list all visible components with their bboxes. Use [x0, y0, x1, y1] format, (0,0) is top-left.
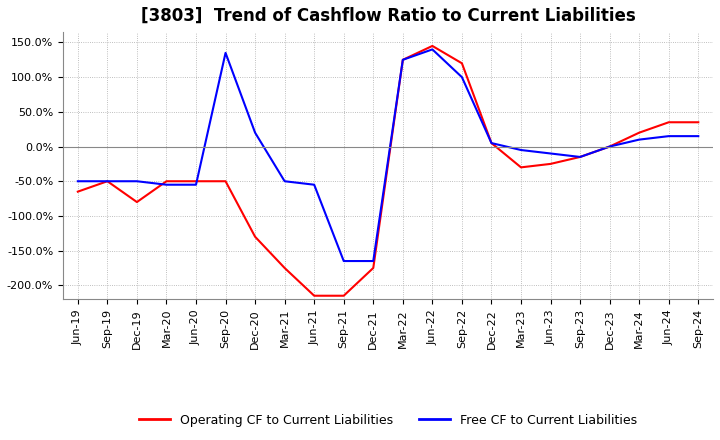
Free CF to Current Liabilities	[694, 133, 703, 139]
Operating CF to Current Liabilities	[487, 140, 496, 146]
Free CF to Current Liabilities	[606, 144, 614, 149]
Free CF to Current Liabilities	[398, 57, 407, 62]
Operating CF to Current Liabilities	[132, 199, 141, 205]
Free CF to Current Liabilities	[132, 179, 141, 184]
Operating CF to Current Liabilities	[606, 144, 614, 149]
Operating CF to Current Liabilities	[517, 165, 526, 170]
Free CF to Current Liabilities	[576, 154, 585, 160]
Free CF to Current Liabilities	[310, 182, 318, 187]
Free CF to Current Liabilities	[251, 130, 259, 136]
Operating CF to Current Liabilities	[694, 120, 703, 125]
Operating CF to Current Liabilities	[665, 120, 673, 125]
Operating CF to Current Liabilities	[428, 43, 437, 48]
Operating CF to Current Liabilities	[369, 265, 377, 271]
Free CF to Current Liabilities	[458, 74, 467, 80]
Operating CF to Current Liabilities	[73, 189, 82, 194]
Free CF to Current Liabilities	[73, 179, 82, 184]
Line: Free CF to Current Liabilities: Free CF to Current Liabilities	[78, 49, 698, 261]
Free CF to Current Liabilities	[221, 50, 230, 55]
Free CF to Current Liabilities	[192, 182, 200, 187]
Free CF to Current Liabilities	[369, 258, 377, 264]
Legend: Operating CF to Current Liabilities, Free CF to Current Liabilities: Operating CF to Current Liabilities, Fre…	[134, 409, 642, 432]
Free CF to Current Liabilities	[339, 258, 348, 264]
Operating CF to Current Liabilities	[192, 179, 200, 184]
Free CF to Current Liabilities	[103, 179, 112, 184]
Operating CF to Current Liabilities	[280, 265, 289, 271]
Operating CF to Current Liabilities	[398, 57, 407, 62]
Free CF to Current Liabilities	[280, 179, 289, 184]
Title: [3803]  Trend of Cashflow Ratio to Current Liabilities: [3803] Trend of Cashflow Ratio to Curren…	[140, 7, 636, 25]
Operating CF to Current Liabilities	[162, 179, 171, 184]
Operating CF to Current Liabilities	[576, 154, 585, 160]
Free CF to Current Liabilities	[428, 47, 437, 52]
Line: Operating CF to Current Liabilities: Operating CF to Current Liabilities	[78, 46, 698, 296]
Operating CF to Current Liabilities	[458, 61, 467, 66]
Free CF to Current Liabilities	[546, 151, 555, 156]
Operating CF to Current Liabilities	[339, 293, 348, 298]
Free CF to Current Liabilities	[487, 140, 496, 146]
Operating CF to Current Liabilities	[546, 161, 555, 166]
Free CF to Current Liabilities	[162, 182, 171, 187]
Operating CF to Current Liabilities	[635, 130, 644, 136]
Operating CF to Current Liabilities	[251, 234, 259, 239]
Operating CF to Current Liabilities	[221, 179, 230, 184]
Free CF to Current Liabilities	[665, 133, 673, 139]
Operating CF to Current Liabilities	[103, 179, 112, 184]
Free CF to Current Liabilities	[517, 147, 526, 153]
Free CF to Current Liabilities	[635, 137, 644, 142]
Operating CF to Current Liabilities	[310, 293, 318, 298]
